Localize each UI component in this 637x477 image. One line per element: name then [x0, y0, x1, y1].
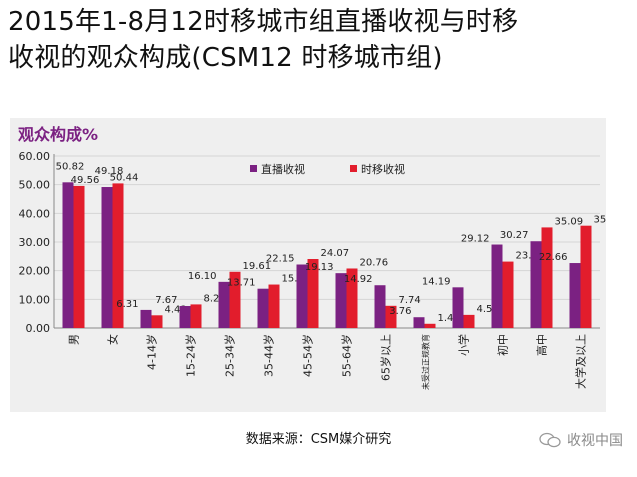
bar [569, 263, 581, 328]
y-tick-label: 60.00 [19, 150, 51, 163]
data-label: 50.44 [110, 172, 139, 183]
data-label: 3.76 [389, 306, 411, 317]
bar [424, 323, 436, 328]
bar [580, 225, 592, 328]
bar [101, 187, 113, 328]
legend-swatch [250, 165, 257, 172]
bar [385, 305, 397, 328]
data-label: 4.43 [165, 304, 187, 315]
x-tick-label: 35-44岁 [262, 334, 276, 377]
data-label: 20.76 [360, 257, 389, 268]
y-tick-label: 20.00 [19, 265, 51, 278]
data-label: 49.56 [71, 175, 100, 186]
bar [491, 244, 503, 328]
bar [307, 258, 319, 328]
chart-title: 观众构成% [18, 125, 98, 144]
x-tick-label: 4-14岁 [145, 334, 159, 370]
data-label: 50.82 [56, 161, 85, 172]
wechat-icon [539, 432, 561, 448]
x-tick-label: 25-34岁 [223, 334, 237, 377]
watermark-text: 收视中国 [567, 433, 623, 449]
x-tick-label: 65岁以上 [379, 334, 393, 381]
x-tick-label: 初中 [496, 334, 510, 356]
bar [530, 241, 542, 328]
y-tick-label: 50.00 [19, 179, 51, 192]
x-tick-label: 女 [106, 334, 120, 345]
data-label: 8.23 [204, 293, 226, 304]
bar [229, 271, 241, 328]
data-label: 14.92 [344, 274, 373, 285]
data-label: 19.13 [305, 262, 334, 273]
x-tick-label: 45-54岁 [301, 334, 315, 377]
bar [190, 304, 202, 328]
data-label: 1.47 [438, 313, 460, 324]
bar [151, 315, 163, 328]
bar [62, 182, 74, 328]
bar [73, 185, 85, 328]
data-label: 35.09 [555, 216, 584, 227]
data-label: 23.17 [516, 251, 545, 262]
bar [179, 306, 191, 328]
y-tick-label: 40.00 [19, 207, 51, 220]
data-label: 19.61 [243, 261, 272, 272]
y-tick-label: 0.00 [26, 322, 51, 335]
x-tick-label: 未受过正规教育 [421, 334, 431, 390]
x-tick-label: 大学及以上 [574, 334, 588, 389]
legend-swatch [350, 165, 357, 172]
bar [541, 227, 553, 328]
bar [502, 261, 514, 328]
x-tick-label: 男 [68, 334, 81, 345]
data-label: 29.12 [461, 234, 490, 245]
title-line-2: 收视的观众构成(CSM12 时移城市组) [8, 43, 443, 73]
legend-label: 直播收视 [261, 162, 305, 176]
x-tick-label: 高中 [535, 334, 549, 356]
data-label: 7.67 [155, 295, 177, 306]
data-label: 15.16 [282, 274, 311, 285]
bar [346, 268, 358, 328]
data-label: 13.71 [227, 278, 256, 289]
data-label: 7.74 [399, 295, 421, 306]
bar [112, 183, 124, 328]
bar [140, 309, 152, 328]
y-tick-label: 10.00 [19, 293, 51, 306]
title-line-1: 2015年1-8月12时移城市组直播收视与时移 [8, 7, 519, 37]
data-label: 16.10 [188, 271, 217, 282]
data-label: 24.07 [321, 248, 350, 259]
data-label: 22.15 [266, 254, 295, 265]
data-label: 4.58 [477, 304, 499, 315]
bar [413, 317, 425, 328]
bar [218, 281, 230, 328]
data-label: 6.31 [116, 299, 138, 310]
data-label: 14.19 [422, 276, 451, 287]
data-source: 数据来源：CSM媒介研究 [245, 432, 392, 447]
bar [374, 285, 386, 328]
bar [335, 273, 347, 328]
y-tick-label: 30.00 [19, 236, 51, 249]
bar [296, 264, 308, 328]
x-tick-label: 55-64岁 [340, 334, 354, 377]
x-tick-label: 小学 [457, 334, 471, 356]
bar [452, 287, 464, 328]
bar [268, 284, 280, 328]
data-label: 30.27 [500, 230, 529, 241]
watermark: 收视中国 [539, 430, 623, 450]
data-label: 35.69 [594, 215, 607, 226]
data-label: 49.18 [95, 166, 124, 177]
data-label: 22.66 [539, 252, 568, 263]
bar [463, 314, 475, 328]
bar-chart: 观众构成% 0.00 10.00 20.00 30.00 40.00 50.00 60.00 直… [18, 125, 607, 390]
page-title: 2015年1-8月12时移城市组直播收视与时移 收视的观众构成(CSM12 时移… [8, 4, 633, 76]
chart-panel: 观众构成% 0.00 10.00 20.00 30.00 40.00 50.00 60.00 直… [10, 118, 606, 412]
bar [257, 288, 269, 328]
x-tick-label: 15-24岁 [184, 334, 198, 377]
legend-label: 时移收视 [361, 162, 405, 176]
